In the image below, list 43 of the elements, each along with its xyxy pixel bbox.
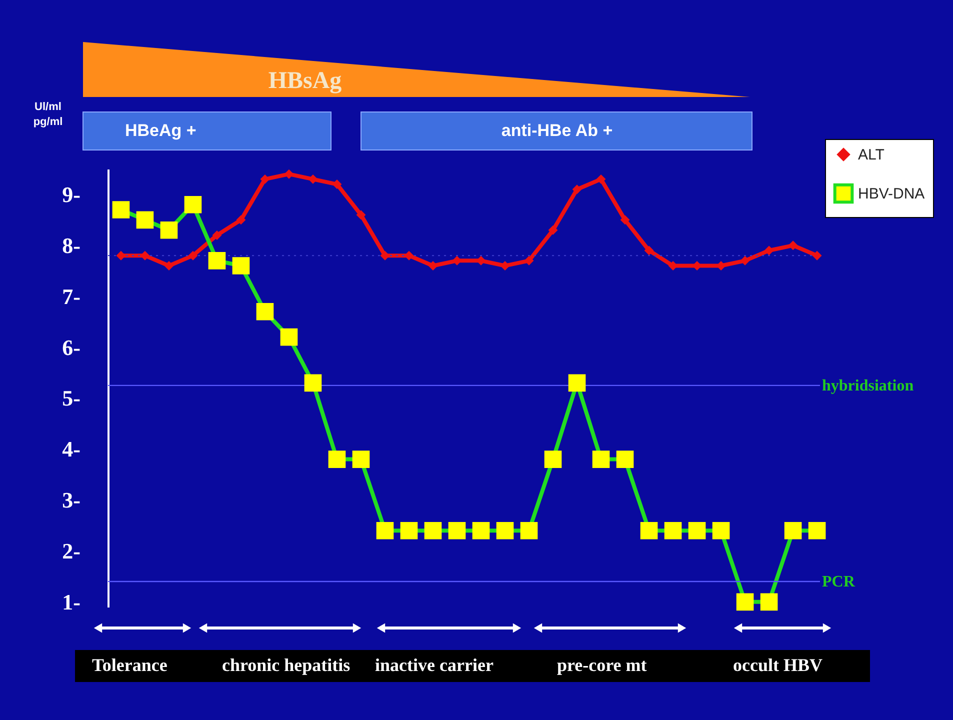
point: [644, 246, 654, 256]
point: [212, 230, 222, 240]
point: [164, 261, 174, 271]
legend-label: ALT: [858, 146, 884, 164]
text: Tolerance: [92, 655, 168, 675]
y-tick-label: 2-: [62, 538, 80, 564]
y-tick-label: 5-: [62, 386, 80, 411]
y-tick-label: 4-: [62, 436, 80, 462]
point: [620, 215, 630, 225]
legend-label: HBV-DNA: [858, 186, 925, 202]
text: anti-HBe Ab +: [501, 121, 613, 140]
point: [764, 246, 774, 256]
point: [284, 169, 294, 179]
y-axis-title: Ul/ml pg/ml: [33, 101, 63, 128]
point: [548, 225, 558, 235]
point: [332, 180, 342, 190]
text: inactive carrier: [375, 655, 494, 675]
point: [428, 261, 438, 271]
y-tick-label: 6-: [62, 334, 80, 360]
point: [596, 174, 606, 184]
y-tick-label: 7-: [62, 284, 80, 309]
point: [812, 250, 822, 260]
text: pre-core mt: [557, 655, 647, 675]
point: [188, 250, 198, 260]
point: [524, 256, 534, 266]
y-tick-label: 3-: [62, 488, 80, 513]
text: HBeAg +: [125, 121, 196, 140]
text: HBsAg: [268, 68, 342, 94]
point: [740, 256, 750, 266]
point: [788, 240, 798, 250]
y-tick-label: 9-: [62, 182, 80, 207]
y-tick-label: 8-: [62, 232, 80, 258]
point: [572, 184, 582, 194]
ref-line-label: PCR: [822, 574, 856, 591]
point: [308, 174, 318, 184]
point: [356, 210, 366, 220]
point: [236, 215, 246, 225]
point: [260, 174, 270, 184]
text: occult HBV: [733, 655, 822, 675]
point: [500, 261, 510, 271]
y-tick-label: 1-: [62, 589, 80, 614]
text: chronic hepatitis: [222, 655, 350, 675]
ref-line-label: hybridsiation: [822, 377, 914, 394]
